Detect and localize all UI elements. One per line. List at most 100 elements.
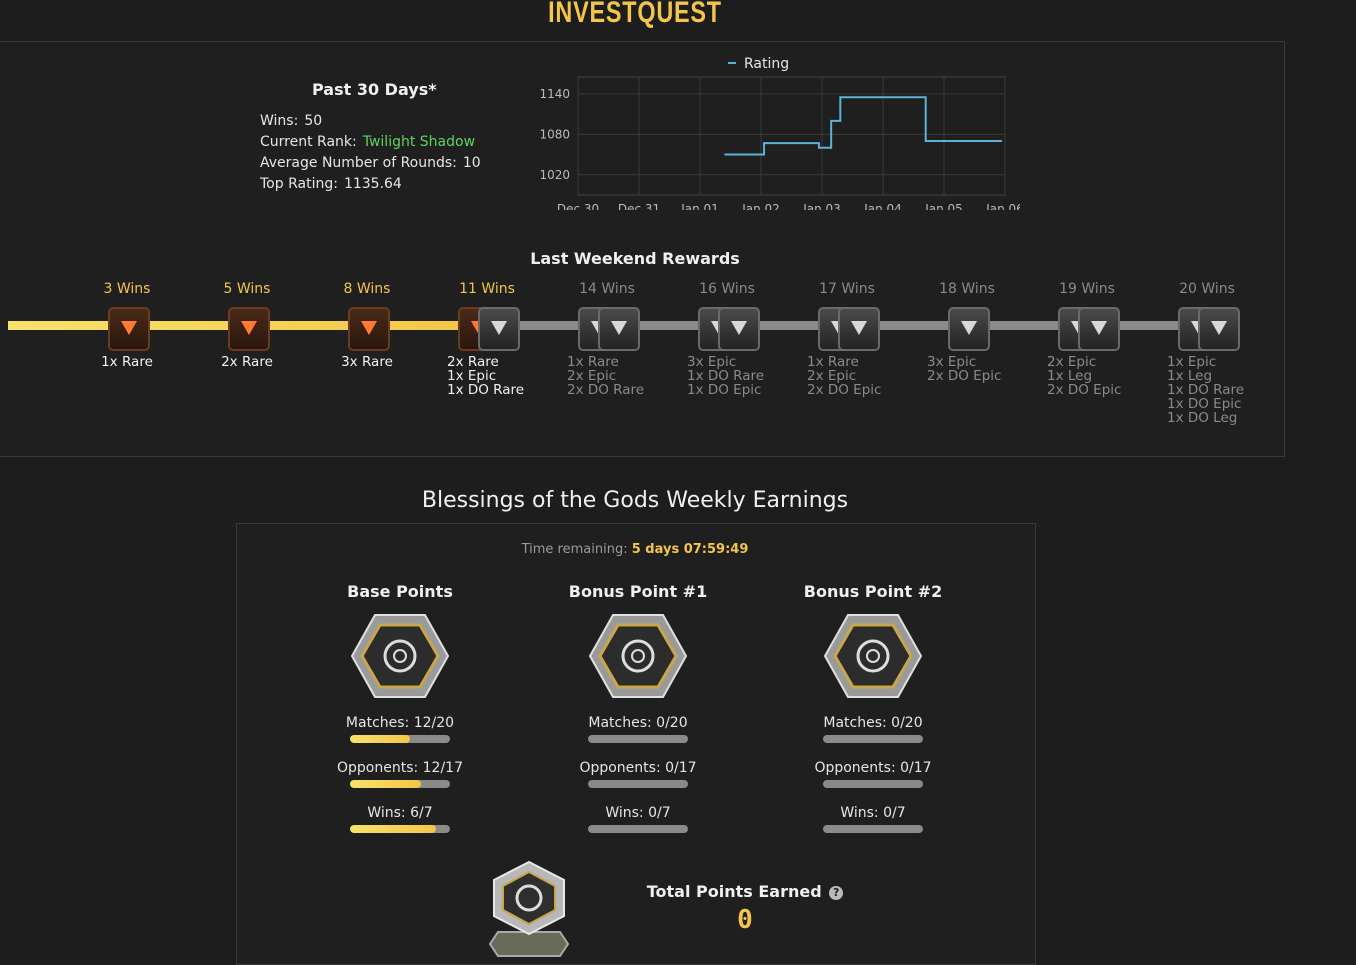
points-column: Bonus Point #1 Matches: 0/20 Opponents: 0/…	[538, 582, 738, 850]
matches-label: Matches: 12/20	[345, 715, 455, 731]
tier-reward-item: 2x Epic	[807, 368, 857, 384]
matches-label: Matches: 0/20	[588, 715, 688, 731]
opponents-label: Opponents: 0/17	[579, 760, 697, 776]
total-points: Total Points Earned ? 0	[640, 882, 850, 935]
wins-progress-bar	[588, 825, 688, 833]
rewards-title: Last Weekend Rewards	[530, 249, 740, 268]
chest-emblem-icon	[1211, 321, 1227, 335]
tier-wins-label: 8 Wins	[343, 281, 391, 297]
reward-tier[interactable]: 20 Wins 1x Epic 1x Leg 1x DO Rare 1x DO Epic…	[1147, 281, 1267, 425]
points-column: Base Points Matches: 12/20 Opponents: 12/1…	[300, 582, 500, 850]
tier-wins-label: 20 Wins	[1179, 281, 1235, 297]
reward-tier[interactable]: 5 Wins 2x Rare	[187, 281, 307, 369]
chest-emblem-icon	[851, 321, 867, 335]
tier-reward-item: 1x Leg	[1167, 368, 1213, 384]
points-stack-icon	[488, 860, 570, 957]
legend-label: Rating	[744, 56, 789, 72]
epic-chest-icon	[948, 307, 990, 351]
top-rating-label: Top Rating:	[260, 176, 338, 192]
tier-reward-item: 1x Epic	[447, 368, 497, 384]
time-remaining: Time remaining: 5 days 07:59:49	[0, 542, 1270, 557]
past-30-days-stats: Past 30 Days* Wins: 50 Current Rank: Twili…	[260, 80, 481, 195]
tier-reward-item: 3x Rare	[341, 354, 393, 370]
y-tick-label: 1140	[539, 87, 570, 101]
reward-tier[interactable]: 11 Wins 2x Rare 1x Epic 1x DO Rare	[427, 281, 547, 397]
chest-emblem-icon	[1091, 321, 1107, 335]
tier-reward-item: 2x DO Rare	[567, 382, 645, 398]
tier-reward-item: 1x DO Leg	[1167, 410, 1238, 426]
x-tick-label: Jan 01	[680, 202, 719, 210]
time-remaining-label: Time remaining:	[521, 542, 628, 557]
total-points-value: 0	[737, 905, 753, 935]
chest-emblem-icon	[611, 321, 627, 335]
reward-tier[interactable]: 3 Wins 1x Rare	[67, 281, 187, 369]
matches-progress-bar	[823, 735, 923, 743]
epic-chest-icon	[1078, 307, 1120, 351]
reward-tier[interactable]: 16 Wins 3x Epic 1x DO Rare 1x DO Epic	[667, 281, 787, 397]
wins-label: Wins:	[260, 113, 299, 129]
reward-tier[interactable]: 8 Wins 3x Rare	[307, 281, 427, 369]
reward-tier[interactable]: 14 Wins 1x Rare 2x Epic 2x DO Rare	[547, 281, 667, 397]
tier-reward-item: 2x DO Epic	[1047, 382, 1122, 398]
matches-progress-bar	[350, 735, 450, 743]
y-tick-label: 1020	[539, 168, 570, 182]
epic-chest-icon	[838, 307, 880, 351]
tier-reward-item: 1x Rare	[101, 354, 153, 370]
matches-label: Matches: 0/20	[823, 715, 923, 731]
rating-series-line	[724, 96, 1002, 156]
tier-wins-label: 5 Wins	[223, 281, 271, 297]
opponents-label: Opponents: 12/17	[336, 760, 463, 776]
blessings-title: Blessings of the Gods Weekly Earnings	[421, 488, 849, 513]
x-tick-label: Jan 02	[741, 202, 780, 210]
x-tick-label: Jan 06	[985, 202, 1020, 210]
blessing-badge-icon	[588, 614, 688, 698]
chest-emblem-icon	[241, 321, 257, 335]
chest-emblem-icon	[121, 321, 137, 335]
chest-emblem-icon	[731, 321, 747, 335]
wins-label: Wins: 0/7	[840, 805, 906, 821]
top-rating-value: 1135.64	[343, 176, 402, 192]
x-tick-label: Dec 30	[557, 202, 599, 210]
tier-reward-item: 1x DO Rare	[447, 382, 525, 398]
tier-reward-item: 2x Rare	[221, 354, 273, 370]
tier-wins-label: 16 Wins	[699, 281, 755, 297]
tier-reward-item: 1x Rare	[567, 354, 619, 370]
opponents-progress-bar	[588, 780, 688, 788]
reward-tier[interactable]: 17 Wins 1x Rare 2x Epic 2x DO Epic	[787, 281, 907, 397]
rank-label: Current Rank:	[260, 134, 357, 150]
reward-tier[interactable]: 18 Wins 3x Epic 2x DO Epic	[907, 281, 1027, 383]
points-column-title: Bonus Point #1	[568, 582, 708, 601]
rounds-label: Average Number of Rounds:	[260, 155, 457, 171]
y-tick-label: 1080	[539, 127, 570, 141]
x-tick-label: Dec 31	[618, 202, 660, 210]
chest-emblem-icon	[961, 321, 977, 335]
tier-wins-label: 17 Wins	[819, 281, 875, 297]
tier-wins-label: 11 Wins	[459, 281, 515, 297]
tier-wins-label: 19 Wins	[1059, 281, 1115, 297]
blessings-panel	[236, 523, 1036, 965]
reward-tier[interactable]: 19 Wins 2x Epic 1x Leg 2x DO Epic	[1027, 281, 1147, 397]
tier-wins-label: 18 Wins	[939, 281, 995, 297]
help-icon[interactable]: ?	[829, 886, 844, 900]
x-tick-label: Jan 03	[802, 202, 841, 210]
epic-chest-icon	[478, 307, 520, 351]
tier-reward-item: 2x DO Epic	[927, 368, 1002, 384]
tier-reward-item: 2x Epic	[567, 368, 617, 384]
tier-wins-label: 14 Wins	[579, 281, 635, 297]
epic-chest-icon	[598, 307, 640, 351]
blessing-badge-icon	[823, 614, 923, 698]
rating-chart-svg: Dec 30 Dec 31 Jan 01 Jan 02 Jan 03 Jan 04 Jan …	[539, 56, 1020, 210]
tier-reward-item: 3x Epic	[927, 354, 977, 370]
app-title: InvestQuest	[548, 0, 722, 29]
tier-reward-item: 1x Epic	[1167, 354, 1217, 370]
tier-wins-label: 3 Wins	[103, 281, 151, 297]
rare-chest-icon	[228, 307, 270, 351]
plot-area	[577, 76, 1006, 196]
tier-reward-item: 2x DO Epic	[807, 382, 882, 398]
epic-chest-icon	[718, 307, 760, 351]
points-column: Bonus Point #2 Matches: 0/20 Opponents: 0/…	[773, 582, 973, 850]
wins-label: Wins: 0/7	[605, 805, 671, 821]
time-remaining-value: 5 days 07:59:49	[631, 542, 749, 557]
points-column-title: Bonus Point #2	[803, 582, 943, 601]
wins-label: Wins: 6/7	[367, 805, 433, 821]
